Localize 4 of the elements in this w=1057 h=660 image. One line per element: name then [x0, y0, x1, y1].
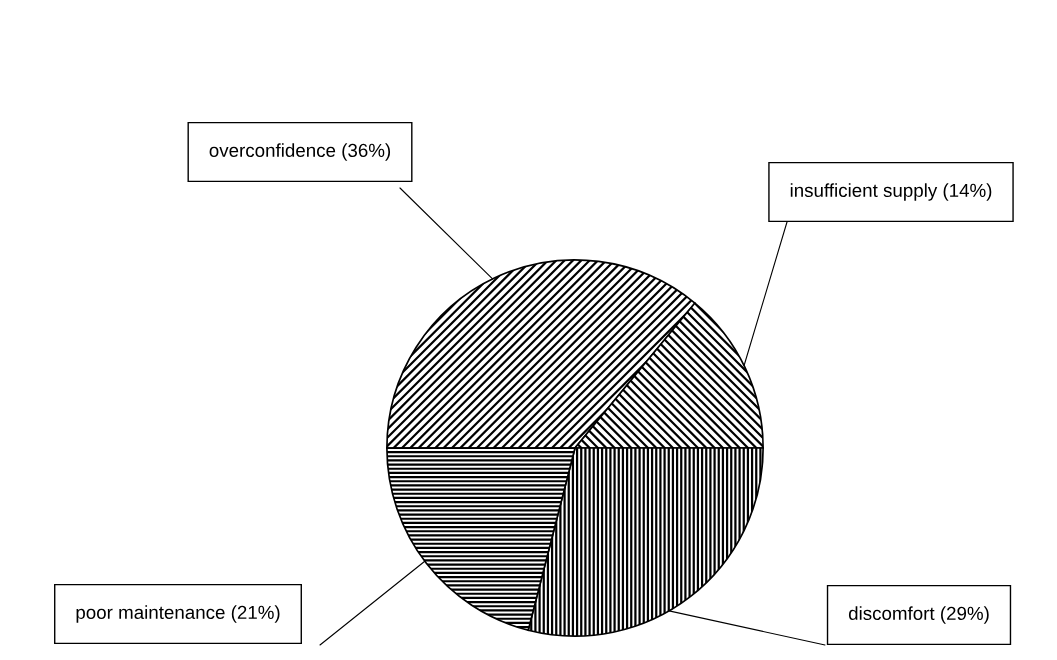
- slice-label: overconfidence (36%): [209, 143, 391, 161]
- slice-label: discomfort (29%): [848, 606, 989, 624]
- slice-label: insufficient supply (14%): [790, 183, 992, 201]
- slice-label: poor maintenance (21%): [76, 605, 280, 623]
